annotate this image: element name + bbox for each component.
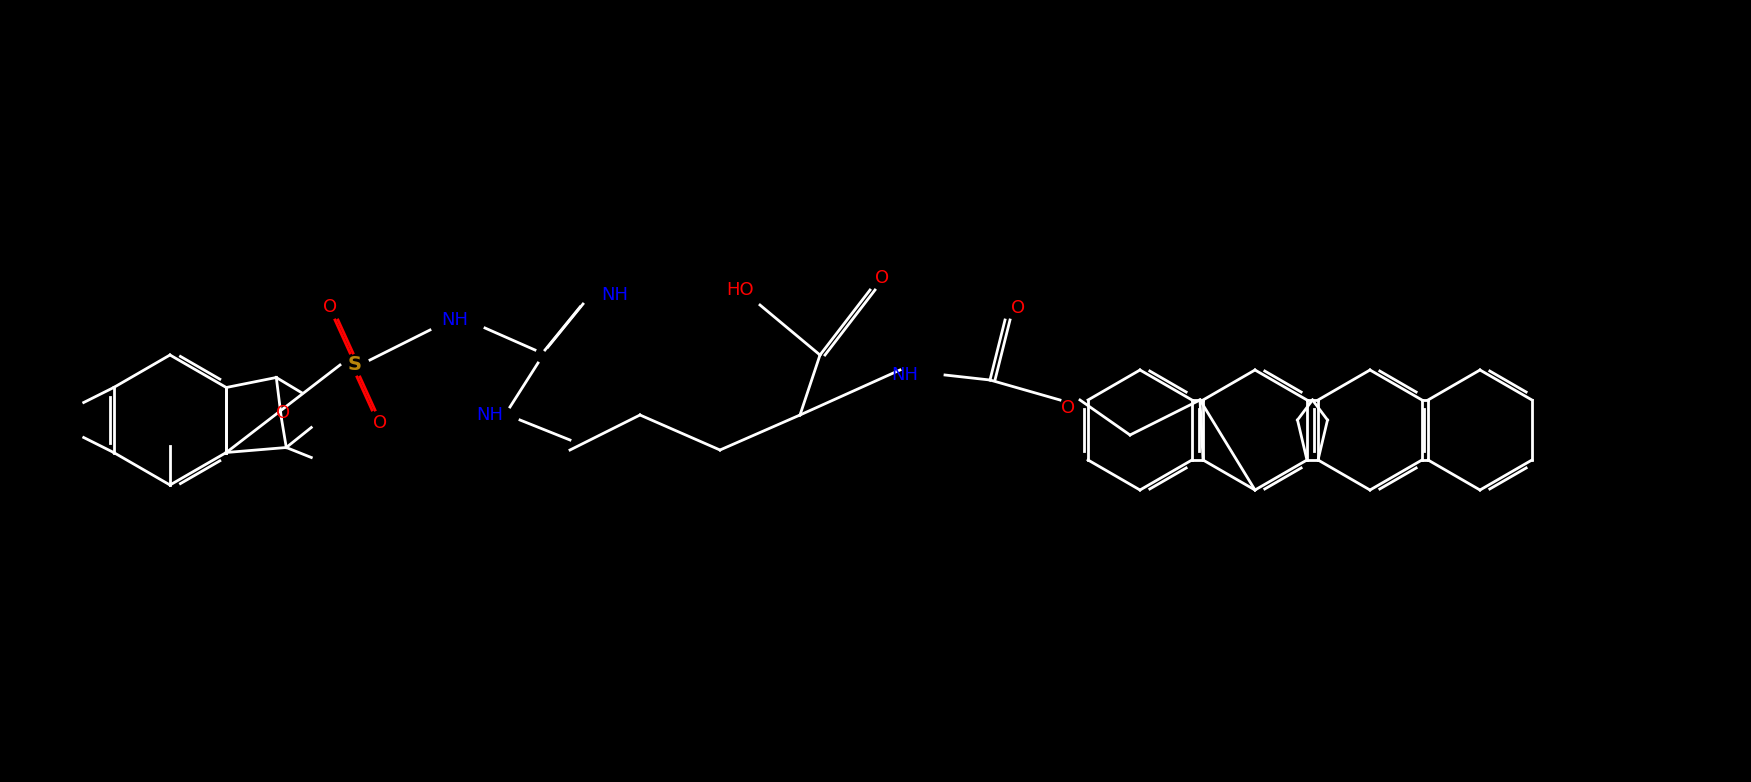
Text: O: O <box>876 269 890 287</box>
Text: O: O <box>1010 299 1024 317</box>
Text: O: O <box>373 414 387 432</box>
Text: NH: NH <box>891 366 919 384</box>
Text: O: O <box>322 298 336 316</box>
Text: HO: HO <box>727 281 755 299</box>
Text: NH: NH <box>476 406 504 424</box>
Text: O: O <box>1061 399 1075 417</box>
Text: NH: NH <box>441 311 469 329</box>
Text: O: O <box>277 404 291 421</box>
Text: NH: NH <box>602 286 629 304</box>
Text: S: S <box>348 356 362 375</box>
